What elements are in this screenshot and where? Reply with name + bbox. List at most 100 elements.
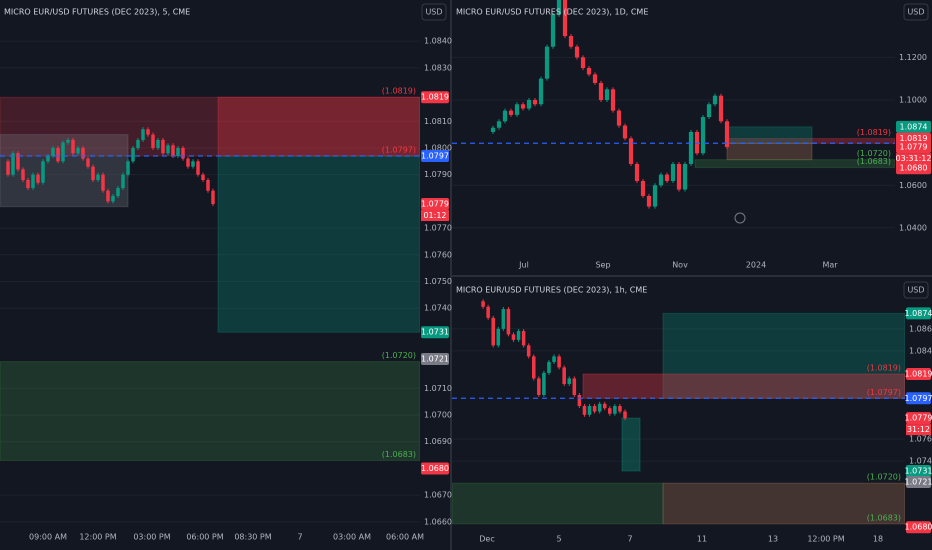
candle [76, 147, 80, 154]
candle [81, 147, 85, 159]
candle [176, 147, 180, 156]
price-label-bg [421, 352, 449, 365]
zone [662, 312, 905, 399]
level-annotation: (1.0797) [382, 145, 416, 154]
zone [0, 96, 420, 157]
candle [532, 99, 538, 105]
event-icon[interactable] [734, 212, 746, 224]
candle [577, 394, 582, 406]
level-annotation: (1.0683) [867, 513, 901, 522]
price-label-bg [906, 476, 931, 489]
candle [568, 36, 574, 47]
candle [126, 161, 130, 175]
candle [496, 121, 502, 128]
y-tick-label: 1.0810 [424, 117, 452, 126]
candle [96, 174, 100, 181]
candle [61, 142, 65, 162]
candle [66, 139, 70, 143]
candle [724, 121, 730, 148]
candle [496, 328, 501, 346]
price-label: 1.0797 [421, 151, 449, 160]
candle [562, 367, 566, 384]
y-tick-label: 1.0670 [424, 491, 452, 500]
candle [572, 378, 577, 395]
candle [51, 147, 55, 156]
candle [610, 89, 616, 111]
candle [11, 153, 15, 175]
currency-label[interactable]: USD [907, 286, 924, 295]
y-tick-label: 1.0770 [424, 224, 452, 233]
zone [452, 482, 664, 525]
candle [146, 129, 150, 135]
chart-title: MICRO EUR/USD FUTURES (DEC 2023), 1h, CM… [456, 286, 647, 295]
candle [646, 195, 652, 207]
x-tick-label: 12:00 PM [807, 535, 844, 544]
candle [526, 345, 531, 357]
countdown-bg [896, 153, 931, 165]
y-tick-label: 1.0660 [424, 517, 452, 526]
candle [191, 161, 195, 167]
candle [86, 158, 90, 167]
x-tick-label: 09:00 AM [29, 533, 67, 542]
candle [706, 104, 712, 118]
x-tick-label: 7 [627, 535, 632, 544]
candle [141, 129, 145, 140]
countdown-bg [421, 210, 449, 222]
candle [526, 99, 532, 109]
candle [506, 309, 511, 335]
price-label: 1.0721 [905, 478, 932, 487]
x-tick-label: 03:00 PM [133, 533, 170, 542]
y-tick-label: 1.0400 [899, 223, 927, 232]
candle [547, 361, 551, 373]
price-label-bg [896, 162, 931, 175]
zone [662, 482, 905, 525]
candle [634, 163, 640, 182]
candle [136, 139, 140, 148]
y-tick-label: 1.0790 [424, 170, 452, 179]
currency-label[interactable]: USD [425, 8, 442, 17]
level-annotation: (1.0797) [867, 388, 901, 397]
x-tick-label: 5 [556, 535, 561, 544]
currency-button[interactable] [903, 3, 929, 21]
price-label: 1.0874 [905, 309, 932, 318]
y-tick-label: 1.0840 [909, 346, 932, 355]
candle [598, 82, 604, 100]
y-tick-label: 1.0710 [424, 384, 452, 393]
price-label: 1.0731 [421, 328, 449, 337]
level-annotation: (1.0720) [382, 351, 416, 360]
price-label: 1.0819 [905, 370, 932, 379]
price-label: 1.0680 [421, 464, 449, 473]
candle [211, 190, 215, 205]
candle [562, 0, 568, 37]
candle [718, 95, 724, 122]
currency-button[interactable] [903, 281, 929, 299]
plot [0, 40, 420, 523]
price-label: 1.0680 [905, 523, 932, 532]
candle [613, 405, 617, 414]
price-label-bg [906, 307, 931, 320]
candle [597, 403, 602, 412]
zone [217, 96, 420, 157]
price-label-bg [896, 120, 931, 133]
x-tick-label: 2024 [746, 261, 766, 270]
candle [508, 110, 514, 115]
price-label: 1.0779 [905, 414, 932, 423]
y-tick-label: 1.0860 [909, 324, 932, 333]
x-tick-label: 18 [873, 535, 883, 544]
candle [486, 306, 490, 318]
x-tick-label: Mar [822, 261, 838, 270]
currency-label[interactable]: USD [907, 8, 924, 17]
candle [206, 180, 210, 191]
countdown: 31:12 [907, 425, 930, 434]
candle [121, 174, 125, 189]
currency-button[interactable] [421, 3, 447, 21]
x-tick-label: Sep [595, 261, 610, 270]
plot [452, 299, 905, 525]
candle [111, 196, 115, 202]
y-tick-label: 1.0700 [424, 411, 452, 420]
price-label: 1.0731 [905, 467, 932, 476]
x-tick-label: 13 [768, 535, 778, 544]
level-annotation: (1.0683) [857, 157, 891, 166]
